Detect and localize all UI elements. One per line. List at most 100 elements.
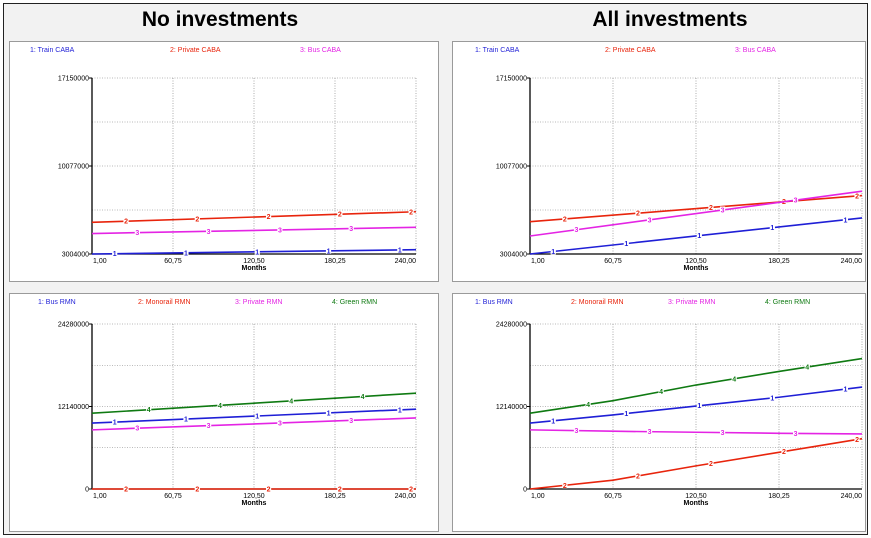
y-tick-label: 12140000 bbox=[58, 404, 89, 411]
header-all-investments: All investments bbox=[592, 8, 748, 31]
series-marker: 1 bbox=[624, 241, 628, 248]
series-marker: 1 bbox=[184, 417, 188, 424]
series-marker-bg bbox=[325, 409, 332, 416]
y-tick-label: 3004000 bbox=[500, 252, 527, 259]
y-tick-label: 17150000 bbox=[496, 76, 527, 83]
series-marker-bg bbox=[123, 485, 129, 492]
series-marker: 1 bbox=[551, 418, 555, 425]
series-marker: 3 bbox=[721, 430, 725, 437]
y-tick-label: 24280000 bbox=[496, 322, 527, 329]
series-marker-bg bbox=[719, 429, 726, 436]
series-marker: 1 bbox=[624, 411, 628, 418]
series-marker-bg bbox=[112, 418, 118, 426]
y-tick-label: 10077000 bbox=[58, 164, 89, 171]
series-marker-bg bbox=[265, 213, 272, 220]
series-marker: 2 bbox=[124, 487, 128, 494]
series-marker: 4 bbox=[732, 376, 736, 383]
x-axis-label: Months bbox=[684, 265, 709, 272]
series-marker-bg bbox=[408, 485, 414, 492]
legend-entry: 1: Train CABA bbox=[30, 47, 75, 54]
series-marker: 3 bbox=[135, 426, 139, 433]
header-no-investments: No investments bbox=[141, 8, 299, 31]
x-tick-label: 1,00 bbox=[93, 258, 107, 265]
series-marker: 4 bbox=[147, 407, 151, 414]
series-marker-bg bbox=[277, 419, 283, 426]
series-marker-bg bbox=[854, 436, 860, 443]
series-marker-bg bbox=[194, 215, 200, 222]
series-marker: 1 bbox=[398, 407, 402, 414]
x-tick-label: 1,00 bbox=[93, 493, 107, 500]
series-marker-bg bbox=[562, 215, 568, 222]
chart-svg: 1: Bus RMN 2: Monorail RMN 3: Private RMN 4… bbox=[475, 299, 863, 507]
x-tick-label: 240,00 bbox=[841, 493, 863, 500]
x-tick-label: 240,00 bbox=[841, 258, 863, 265]
series-line bbox=[529, 386, 863, 424]
series-marker-bg bbox=[397, 246, 403, 253]
legend-entry: 1: Bus RMN bbox=[475, 299, 513, 306]
series-marker-bg bbox=[623, 410, 629, 417]
series-marker-bg bbox=[206, 422, 212, 429]
series-marker-bg bbox=[573, 226, 580, 233]
series-marker: 4 bbox=[586, 402, 590, 409]
legend-entry: 2: Monorail RMN bbox=[138, 299, 191, 306]
series-marker: 2 bbox=[338, 487, 342, 494]
series-marker-bg bbox=[781, 447, 787, 455]
series-marker: 4 bbox=[805, 365, 809, 372]
series-marker: 2 bbox=[409, 487, 413, 494]
series-marker-bg bbox=[359, 392, 366, 400]
series-marker: 4 bbox=[289, 398, 293, 405]
x-tick-label: 1,00 bbox=[531, 258, 545, 265]
series-marker: 4 bbox=[218, 403, 222, 410]
y-tick-label: 10077000 bbox=[496, 164, 527, 171]
series-marker-bg bbox=[842, 216, 848, 223]
series-marker-bg bbox=[123, 217, 129, 225]
series-marker-bg bbox=[708, 459, 714, 467]
series-marker: 1 bbox=[113, 251, 117, 258]
series-marker-bg bbox=[719, 206, 726, 214]
y-tick-label: 0 bbox=[523, 487, 527, 494]
series-marker: 2 bbox=[636, 473, 640, 480]
x-tick-label: 180,25 bbox=[324, 493, 346, 500]
series-marker-bg bbox=[658, 388, 664, 395]
series-marker: 1 bbox=[184, 250, 188, 257]
series-marker: 2 bbox=[338, 212, 342, 219]
series-marker: 2 bbox=[855, 437, 859, 444]
series-line bbox=[91, 392, 417, 415]
series-marker-bg bbox=[254, 248, 260, 255]
series-marker: 1 bbox=[770, 225, 774, 232]
legend-entry: 4: Green RMN bbox=[765, 299, 810, 306]
series-marker-bg bbox=[277, 226, 283, 233]
series-marker: 3 bbox=[648, 217, 652, 224]
x-axis-label: Months bbox=[242, 500, 267, 507]
series-marker-bg bbox=[708, 203, 714, 211]
series-marker: 1 bbox=[843, 387, 847, 394]
chart-svg: 1: Bus RMN 2: Monorail RMN 3: Private RMN 4… bbox=[38, 299, 417, 507]
series-marker-bg bbox=[134, 229, 140, 236]
series-line bbox=[91, 417, 417, 431]
x-tick-label: 60,75 bbox=[164, 493, 182, 500]
legend-entry: 2: Private CABA bbox=[170, 47, 221, 54]
series-line bbox=[529, 217, 863, 255]
series-marker: 2 bbox=[782, 449, 786, 456]
series-marker: 2 bbox=[709, 461, 713, 468]
series-marker: 3 bbox=[135, 230, 139, 237]
x-tick-label: 120,50 bbox=[243, 258, 265, 265]
series-marker: 2 bbox=[124, 219, 128, 226]
series-marker-bg bbox=[562, 481, 568, 489]
series-line bbox=[529, 437, 863, 490]
series-marker: 2 bbox=[636, 211, 640, 218]
series-marker: 3 bbox=[278, 420, 282, 427]
series-marker: 1 bbox=[327, 248, 331, 255]
series-marker-bg bbox=[573, 427, 580, 434]
x-tick-label: 120,50 bbox=[243, 493, 265, 500]
series-marker-bg bbox=[731, 375, 737, 382]
series-marker-bg bbox=[408, 208, 414, 215]
series-marker-bg bbox=[646, 428, 653, 435]
series-marker: 4 bbox=[361, 394, 365, 401]
y-tick-label: 12140000 bbox=[496, 404, 527, 411]
series-marker-bg bbox=[550, 247, 556, 255]
x-axis-label: Months bbox=[242, 265, 267, 272]
legend-entry: 2: Monorail RMN bbox=[571, 299, 624, 306]
series-marker-bg bbox=[550, 417, 556, 424]
x-tick-label: 60,75 bbox=[164, 258, 182, 265]
